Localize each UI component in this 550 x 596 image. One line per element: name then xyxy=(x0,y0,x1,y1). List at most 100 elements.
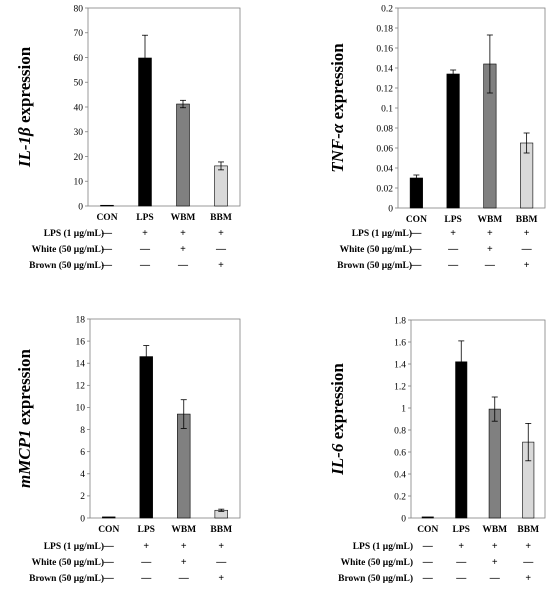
y-tick-label: 70 xyxy=(74,29,84,39)
y-tick-label: 0.16 xyxy=(376,44,393,54)
condition-sign: — xyxy=(447,244,459,255)
category-label: WBM xyxy=(171,213,196,223)
bar-lps xyxy=(455,361,468,519)
condition-sign: + xyxy=(180,228,186,239)
y-tick-label: 6 xyxy=(80,448,85,458)
condition-label: Brown (50 μg/mL) xyxy=(337,260,412,271)
condition-sign: — xyxy=(489,573,501,584)
y-tick-label: 14 xyxy=(76,360,86,370)
condition-sign: — xyxy=(410,244,422,255)
error-bar-lps xyxy=(143,345,150,369)
bar-wbm xyxy=(176,103,190,207)
bar-bbm xyxy=(214,165,228,207)
condition-label: LPS (1 μg/mL) xyxy=(44,541,104,552)
condition-sign: — xyxy=(422,557,434,568)
category-label: CON xyxy=(406,215,427,225)
y-tick-label: 0.08 xyxy=(376,124,393,134)
condition-sign: — xyxy=(455,557,467,568)
error-bar-wbm xyxy=(180,99,186,109)
condition-sign: — xyxy=(422,573,434,584)
condition-label: LPS (1 μg/mL) xyxy=(353,541,413,552)
y-tick-label: 0.2 xyxy=(381,4,393,14)
y-tick-label: 2 xyxy=(80,492,85,502)
y-tick-label: 0.1 xyxy=(381,104,393,114)
y-tick-label: 12 xyxy=(76,382,86,392)
condition-sign: — xyxy=(410,228,422,239)
bar-con xyxy=(421,516,434,519)
category-label: LPS xyxy=(138,525,155,535)
error-bar-con xyxy=(413,174,420,182)
error-bar-bbm xyxy=(218,508,225,512)
condition-sign: — xyxy=(140,573,152,584)
y-tick-label: 60 xyxy=(74,54,84,64)
bar-con xyxy=(409,177,423,209)
chart-panel-3: 0 2 4 6 8 10 12 14 16 18 CON — — — LPS + — — WBM + + — BBM + — + L… xyxy=(15,315,241,584)
condition-sign: — xyxy=(447,260,459,271)
y-axis-label: mMCP1 expression xyxy=(15,348,34,488)
bar-con xyxy=(100,204,114,207)
condition-sign: — xyxy=(103,557,115,568)
y-tick-label: 1.8 xyxy=(394,316,406,326)
y-tick-label: 0.14 xyxy=(376,64,393,74)
bar-con xyxy=(102,516,116,519)
y-tick-label: 30 xyxy=(74,128,84,138)
condition-sign: — xyxy=(422,541,434,552)
condition-sign: — xyxy=(101,244,113,255)
condition-sign: — xyxy=(178,573,190,584)
category-label: BBM xyxy=(516,215,538,225)
condition-sign: + xyxy=(181,557,187,568)
y-tick-label: 0 xyxy=(401,514,406,524)
y-tick-label: 0.8 xyxy=(394,426,406,436)
condition-sign: — xyxy=(522,557,534,568)
y-tick-label: 1 xyxy=(401,404,406,414)
y-tick-label: 10 xyxy=(74,178,84,188)
condition-sign: — xyxy=(103,573,115,584)
condition-sign: — xyxy=(215,244,227,255)
condition-sign: + xyxy=(450,228,456,239)
y-tick-label: 18 xyxy=(76,315,86,325)
condition-sign: + xyxy=(524,228,530,239)
condition-label: Brown (50 μg/mL) xyxy=(29,260,104,271)
category-label: CON xyxy=(98,525,119,535)
y-tick-label: 0.2 xyxy=(394,492,406,502)
y-tick-label: 4 xyxy=(80,470,85,480)
category-label: CON xyxy=(417,525,438,535)
bar-wbm xyxy=(177,413,191,519)
condition-sign: — xyxy=(101,260,113,271)
condition-sign: — xyxy=(455,573,467,584)
condition-label: White (50 μg/mL) xyxy=(341,557,413,568)
chart-panel-4: 0 0.2 0.4 0.6 0.8 1 1.2 1.4 1.6 1.8 CON — — — LPS + — — WB… xyxy=(328,316,546,584)
y-tick-label: 0.04 xyxy=(376,164,393,174)
y-tick-label: 20 xyxy=(74,153,84,163)
category-label: WBM xyxy=(477,215,502,225)
category-label: LPS xyxy=(453,525,470,535)
condition-sign: + xyxy=(181,541,187,552)
condition-label: Brown (50 μg/mL) xyxy=(29,573,104,584)
condition-sign: + xyxy=(180,244,186,255)
y-tick-label: 0.6 xyxy=(394,448,406,458)
condition-sign: + xyxy=(218,228,224,239)
chart-panel-1: 0 10 20 30 40 50 60 70 80 CON — — — LPS + — — WBM + + — BBM + —… xyxy=(15,4,241,271)
y-tick-label: 0.06 xyxy=(376,144,393,154)
condition-label: LPS (1 μg/mL) xyxy=(352,228,412,239)
condition-label: Brown (50 μg/mL) xyxy=(338,573,413,584)
y-tick-label: 0.18 xyxy=(376,24,393,34)
error-bar-lps xyxy=(142,34,148,82)
y-tick-label: 0 xyxy=(78,202,83,212)
y-tick-label: 0 xyxy=(388,204,393,214)
error-bar-wbm xyxy=(486,34,493,94)
y-tick-label: 50 xyxy=(74,79,84,89)
condition-label: White (50 μg/mL) xyxy=(340,244,412,255)
category-label: BBM xyxy=(517,525,539,535)
y-tick-label: 8 xyxy=(80,426,85,436)
y-tick-label: 80 xyxy=(74,4,84,14)
condition-sign: — xyxy=(140,557,152,568)
y-tick-label: 0.12 xyxy=(376,84,393,94)
condition-sign: — xyxy=(521,244,533,255)
y-tick-label: 10 xyxy=(76,404,86,414)
category-label: LPS xyxy=(444,215,461,225)
error-bar-bbm xyxy=(523,132,530,154)
category-label: BBM xyxy=(210,525,232,535)
y-axis-label: TNF-α expression xyxy=(328,43,347,173)
condition-sign: + xyxy=(487,244,493,255)
